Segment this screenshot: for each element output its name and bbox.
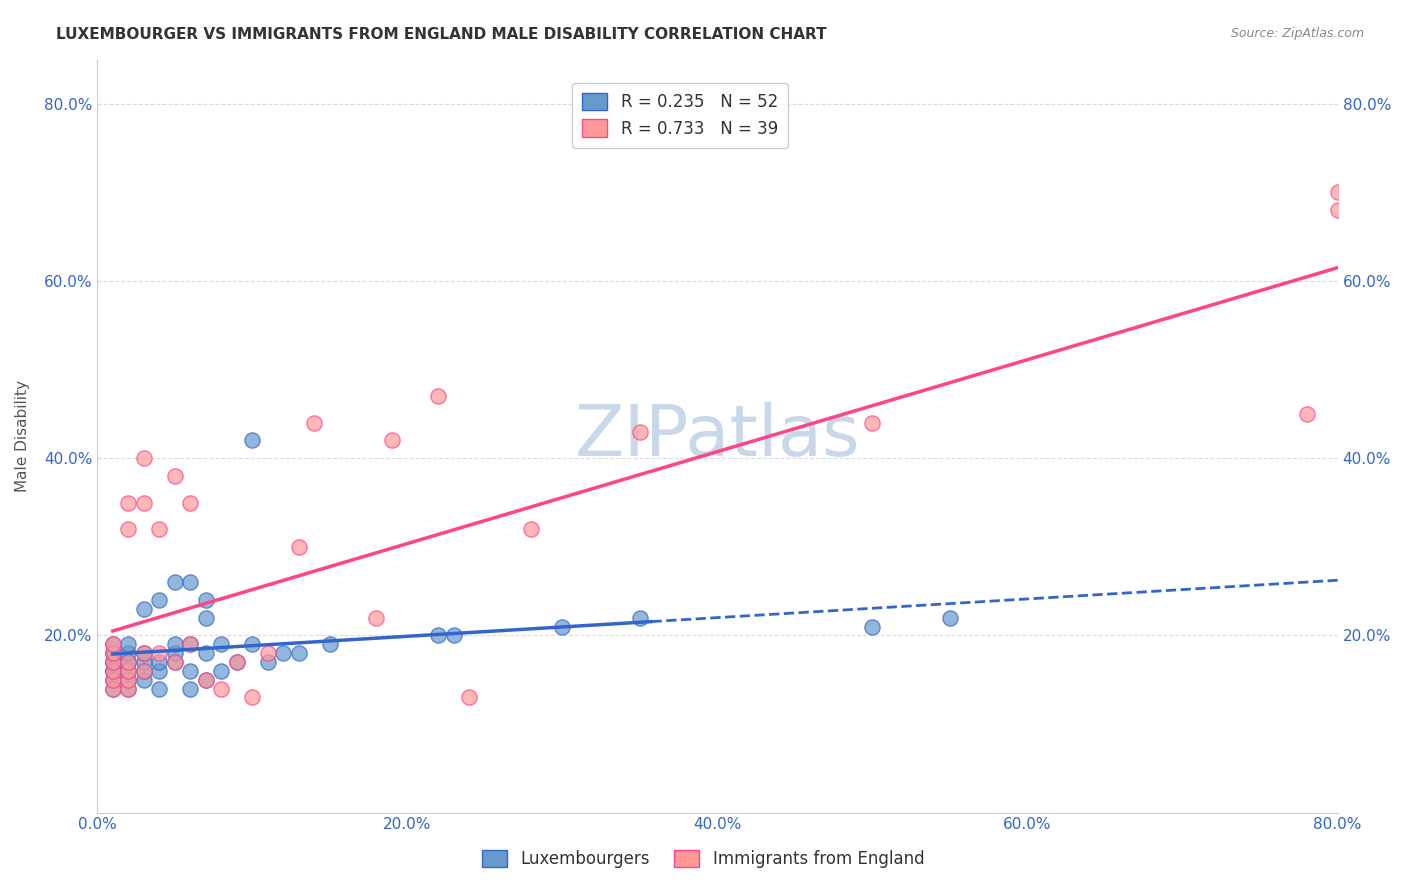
Point: [458, 690, 481, 705]
Text: ZIPatlas: ZIPatlas: [575, 401, 860, 471]
Point: [101, 637, 124, 651]
Point: [443, 628, 465, 642]
Point: [381, 434, 404, 448]
Point: [179, 637, 201, 651]
Point: [628, 425, 651, 439]
Point: [101, 673, 124, 687]
Point: [179, 495, 201, 509]
Point: [179, 637, 201, 651]
Point: [117, 681, 139, 696]
Point: [366, 610, 388, 624]
Text: Source: ZipAtlas.com: Source: ZipAtlas.com: [1230, 27, 1364, 40]
Point: [194, 610, 217, 624]
Point: [194, 646, 217, 660]
Point: [132, 664, 155, 678]
Point: [256, 646, 278, 660]
Point: [209, 681, 232, 696]
Point: [117, 655, 139, 669]
Point: [148, 593, 170, 607]
Point: [148, 522, 170, 536]
Point: [101, 646, 124, 660]
Point: [117, 673, 139, 687]
Point: [132, 451, 155, 466]
Point: [117, 646, 139, 660]
Point: [520, 522, 543, 536]
Point: [132, 646, 155, 660]
Point: [209, 637, 232, 651]
Point: [939, 610, 962, 624]
Point: [179, 664, 201, 678]
Point: [179, 681, 201, 696]
Y-axis label: Male Disability: Male Disability: [15, 380, 30, 492]
Point: [101, 681, 124, 696]
Point: [101, 664, 124, 678]
Point: [1295, 407, 1317, 421]
Point: [117, 673, 139, 687]
Point: [132, 664, 155, 678]
Point: [288, 646, 311, 660]
Point: [1326, 186, 1348, 200]
Point: [163, 469, 186, 483]
Point: [225, 655, 247, 669]
Point: [163, 637, 186, 651]
Point: [194, 673, 217, 687]
Point: [240, 637, 263, 651]
Point: [101, 646, 124, 660]
Point: [117, 495, 139, 509]
Point: [117, 637, 139, 651]
Point: [132, 646, 155, 660]
Point: [194, 673, 217, 687]
Point: [862, 416, 884, 430]
Point: [225, 655, 247, 669]
Point: [163, 575, 186, 590]
Point: [148, 681, 170, 696]
Point: [101, 655, 124, 669]
Point: [179, 575, 201, 590]
Point: [132, 602, 155, 616]
Point: [163, 646, 186, 660]
Legend: Luxembourgers, Immigrants from England: Luxembourgers, Immigrants from England: [475, 843, 931, 875]
Point: [101, 646, 124, 660]
Point: [209, 664, 232, 678]
Point: [427, 389, 450, 403]
Point: [256, 655, 278, 669]
Point: [117, 681, 139, 696]
Point: [148, 655, 170, 669]
Legend: R = 0.235   N = 52, R = 0.733   N = 39: R = 0.235 N = 52, R = 0.733 N = 39: [572, 83, 787, 148]
Point: [551, 619, 574, 633]
Point: [117, 664, 139, 678]
Point: [862, 619, 884, 633]
Point: [101, 664, 124, 678]
Point: [427, 628, 450, 642]
Point: [117, 655, 139, 669]
Point: [101, 637, 124, 651]
Point: [163, 655, 186, 669]
Point: [101, 681, 124, 696]
Point: [101, 655, 124, 669]
Point: [101, 655, 124, 669]
Point: [101, 664, 124, 678]
Point: [319, 637, 342, 651]
Text: LUXEMBOURGER VS IMMIGRANTS FROM ENGLAND MALE DISABILITY CORRELATION CHART: LUXEMBOURGER VS IMMIGRANTS FROM ENGLAND …: [56, 27, 827, 42]
Point: [132, 673, 155, 687]
Point: [240, 434, 263, 448]
Point: [132, 495, 155, 509]
Point: [148, 664, 170, 678]
Point: [271, 646, 294, 660]
Point: [148, 646, 170, 660]
Point: [117, 655, 139, 669]
Point: [117, 664, 139, 678]
Point: [101, 673, 124, 687]
Point: [288, 540, 311, 554]
Point: [194, 593, 217, 607]
Point: [163, 655, 186, 669]
Point: [240, 690, 263, 705]
Point: [628, 610, 651, 624]
Point: [132, 655, 155, 669]
Point: [117, 522, 139, 536]
Point: [1326, 203, 1348, 218]
Point: [304, 416, 326, 430]
